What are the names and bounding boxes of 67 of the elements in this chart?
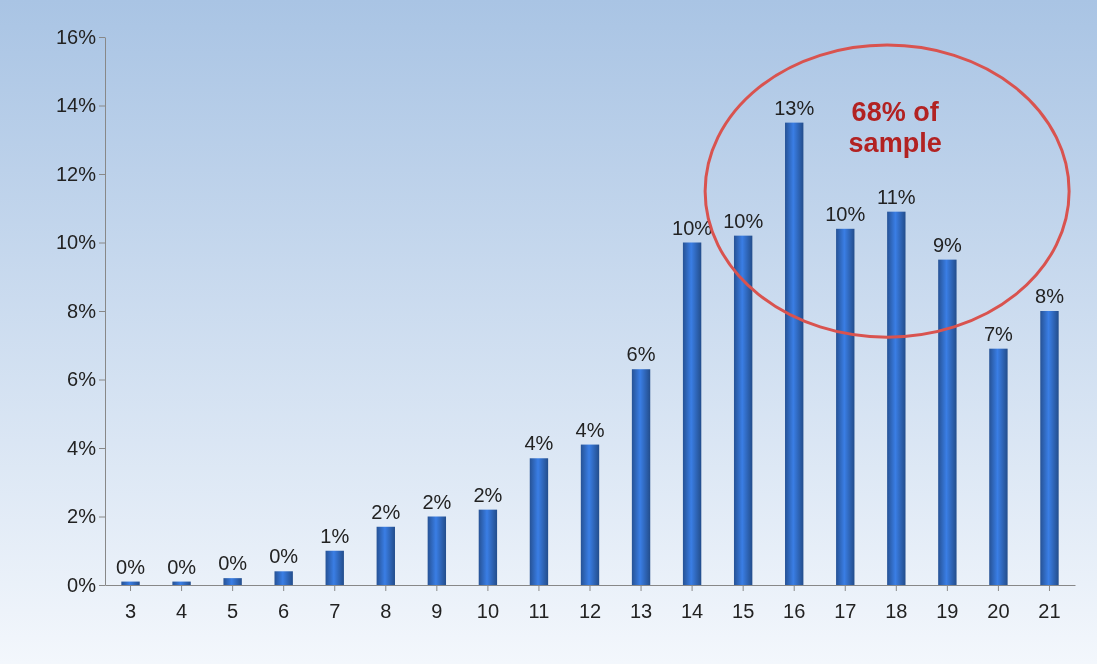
x-tick-label: 4 xyxy=(176,600,188,622)
x-tick-label: 14 xyxy=(680,600,704,622)
x-tick-label: 19 xyxy=(936,600,959,622)
bar xyxy=(478,509,498,585)
data-label: 13% xyxy=(774,96,815,119)
x-tick-label: 20 xyxy=(987,600,1010,622)
y-tick-label: 2% xyxy=(67,505,97,528)
data-label: 2% xyxy=(371,500,401,523)
x-tick-label: 12 xyxy=(578,600,602,622)
data-label: 2% xyxy=(422,490,452,513)
bar xyxy=(223,578,242,585)
bar xyxy=(1040,311,1059,585)
annotation: 68% of sample xyxy=(848,97,942,159)
data-label: 4% xyxy=(524,432,554,455)
data-label: 1% xyxy=(320,524,350,547)
bar xyxy=(580,444,600,585)
data-label: 0% xyxy=(218,552,248,575)
data-label: 6% xyxy=(626,343,656,366)
bar xyxy=(989,348,1008,585)
bar xyxy=(887,211,906,585)
data-label: 9% xyxy=(932,233,963,256)
data-label: 10% xyxy=(723,209,764,232)
bar xyxy=(376,526,395,585)
bar xyxy=(427,516,447,585)
data-label: 0% xyxy=(269,545,299,568)
bar xyxy=(121,581,140,585)
y-tick-label: 16% xyxy=(55,25,97,48)
x-tick-label: 11 xyxy=(528,600,550,622)
data-label: 10% xyxy=(825,202,866,225)
bar xyxy=(733,235,753,585)
y-tick-label: 6% xyxy=(67,368,97,391)
x-tick-label: 10 xyxy=(476,600,500,622)
data-label: 4% xyxy=(575,418,605,441)
y-tick-label: 8% xyxy=(67,299,97,322)
x-tick-label: 5 xyxy=(227,600,239,622)
data-label: 2% xyxy=(473,483,503,506)
bar xyxy=(631,369,651,585)
y-tick-label: 14% xyxy=(55,94,97,117)
bar xyxy=(938,259,957,585)
data-label: 11% xyxy=(877,185,916,208)
y-tick-label: 10% xyxy=(55,231,97,254)
x-tick-label: 13 xyxy=(629,600,653,622)
data-label: 10% xyxy=(672,216,713,239)
x-tick-label: 15 xyxy=(732,600,755,622)
y-tick-label: 12% xyxy=(55,162,97,185)
bar xyxy=(785,122,804,585)
data-label: 0% xyxy=(167,555,197,578)
x-tick-label: 17 xyxy=(834,600,857,622)
x-tick-label: 16 xyxy=(783,600,806,622)
bar xyxy=(836,228,855,585)
bar xyxy=(682,242,702,585)
x-tick-label: 21 xyxy=(1038,600,1061,622)
y-tick-label: 0% xyxy=(67,573,97,596)
bar xyxy=(274,571,293,585)
data-label: 0% xyxy=(116,555,146,578)
x-tick-label: 9 xyxy=(431,600,443,622)
y-tick-label: 4% xyxy=(67,436,97,459)
data-label: 8% xyxy=(1035,285,1065,307)
x-tick-label: 6 xyxy=(278,600,290,622)
bar xyxy=(172,581,191,585)
x-tick-label: 8 xyxy=(380,600,392,622)
bar xyxy=(325,550,344,585)
bar xyxy=(529,458,549,585)
x-tick-label: 3 xyxy=(124,600,137,622)
data-label: 7% xyxy=(983,322,1014,345)
x-tick-label: 7 xyxy=(329,600,341,622)
x-tick-label: 18 xyxy=(885,600,908,622)
